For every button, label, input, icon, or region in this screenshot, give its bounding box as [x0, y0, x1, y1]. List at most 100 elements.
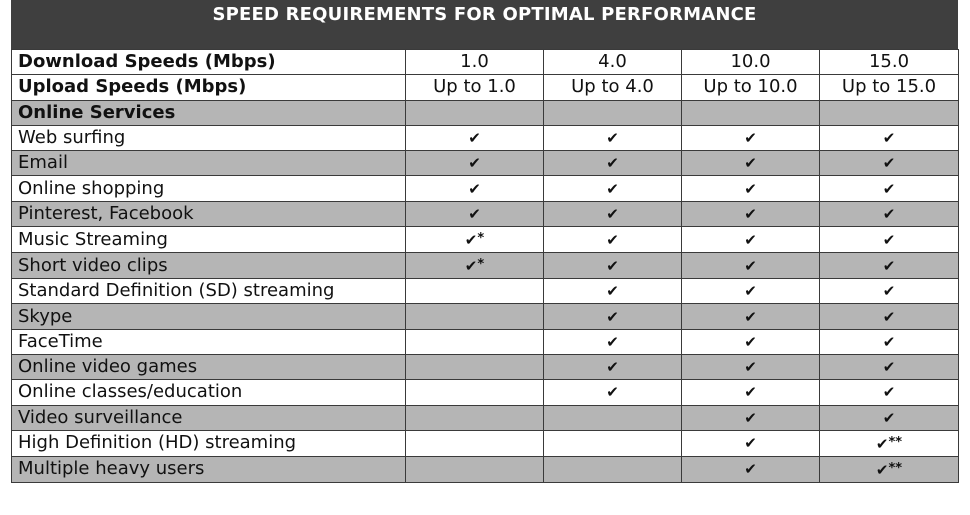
- table-row: Web surfing ✔ ✔ ✔ ✔: [11, 124, 959, 152]
- footnote-marker: *: [477, 257, 485, 273]
- checkmark-cell: ✔**: [819, 429, 959, 457]
- checkmark-cell: ✔: [819, 252, 959, 280]
- checkmark-icon: ✔: [744, 383, 757, 402]
- section-empty-cell: [543, 99, 682, 126]
- checkmark-cell: ✔*: [405, 252, 544, 280]
- speed-requirements-table-container: SPEED REQUIREMENTS FOR OPTIMAL PERFORMAN…: [11, 0, 959, 483]
- checkmark-cell: ✔: [405, 124, 544, 152]
- checkmark-cell: ✔: [543, 353, 682, 381]
- service-label: FaceTime: [11, 328, 406, 355]
- download-speed-value: 4.0: [543, 48, 682, 76]
- checkmark-cell: ✔: [543, 175, 682, 202]
- checkmark-cell: ✔: [543, 200, 682, 228]
- section-empty-cell: [819, 99, 959, 126]
- checkmark-icon: ✔: [606, 282, 619, 301]
- upload-speeds-label: Upload Speeds (Mbps): [11, 74, 406, 101]
- checkmark-icon: ✔: [744, 179, 757, 198]
- download-speeds-row: Download Speeds (Mbps) 1.0 4.0 10.0 15.0: [11, 48, 959, 76]
- checkmark-cell: ✔: [819, 328, 959, 355]
- checkmark-cell: ✔: [543, 150, 682, 177]
- table-title: SPEED REQUIREMENTS FOR OPTIMAL PERFORMAN…: [11, 0, 958, 49]
- checkmark-cell: ✔: [681, 353, 820, 381]
- checkmark-cell: ✔: [681, 278, 820, 305]
- checkmark-cell: ✔: [681, 252, 820, 280]
- checkmark-icon: ✔: [744, 282, 757, 301]
- empty-cell: [405, 303, 544, 330]
- checkmark-icon: ✔: [882, 307, 896, 326]
- service-label: Online shopping: [11, 175, 406, 202]
- checkmark-cell: ✔: [819, 150, 959, 177]
- checkmark-icon: ✔: [606, 307, 619, 326]
- checkmark-icon: ✔: [606, 204, 619, 223]
- checkmark-cell: ✔: [543, 328, 682, 355]
- service-label: Short video clips: [11, 252, 406, 280]
- checkmark-icon: ✔: [882, 179, 896, 198]
- checkmark-icon: ✔: [468, 179, 481, 198]
- checkmark-cell: ✔: [681, 175, 820, 202]
- checkmark-cell: ✔: [681, 455, 820, 483]
- checkmark-cell: ✔: [681, 150, 820, 177]
- section-empty-cell: [681, 99, 820, 126]
- checkmark-icon: ✔: [744, 307, 757, 326]
- service-label: High Definition (HD) streaming: [11, 429, 406, 457]
- checkmark-icon: ✔: [468, 129, 481, 148]
- speed-requirements-table: Download Speeds (Mbps) 1.0 4.0 10.0 15.0 Uplo…: [11, 48, 959, 483]
- section-label: Online Services: [11, 99, 406, 126]
- empty-cell: [543, 404, 682, 431]
- table-row: FaceTime ✔ ✔ ✔: [11, 328, 959, 355]
- empty-cell: [405, 429, 544, 457]
- checkmark-icon: ✔: [606, 383, 619, 402]
- checkmark-cell: ✔: [681, 303, 820, 330]
- footnote-marker: **: [888, 434, 903, 450]
- empty-cell: [405, 379, 544, 406]
- empty-cell: [405, 404, 544, 431]
- upload-speed-value: Up to 1.0: [405, 74, 544, 101]
- footnote-marker: *: [477, 231, 485, 247]
- footnote-marker: **: [888, 460, 903, 476]
- checkmark-cell: ✔: [681, 328, 820, 355]
- empty-cell: [543, 455, 682, 483]
- checkmark-icon: ✔: [744, 408, 757, 427]
- service-label: Email: [11, 150, 406, 177]
- checkmark-icon: ✔: [882, 154, 896, 173]
- service-label: Standard Definition (SD) streaming: [11, 278, 406, 305]
- checkmark-cell: ✔**: [819, 455, 959, 483]
- download-speed-value: 10.0: [681, 48, 820, 76]
- service-label: Online classes/education: [11, 379, 406, 406]
- checkmark-icon: ✔: [468, 204, 481, 223]
- checkmark-icon: ✔: [882, 204, 896, 223]
- table-row: Short video clips ✔* ✔ ✔ ✔: [11, 252, 959, 280]
- checkmark-icon: ✔: [606, 179, 619, 198]
- checkmark-icon: ✔: [606, 332, 619, 351]
- section-empty-cell: [405, 99, 544, 126]
- checkmark-icon: ✔: [882, 282, 896, 301]
- service-label: Music Streaming: [11, 226, 406, 254]
- checkmark-cell: ✔: [543, 124, 682, 152]
- checkmark-icon: ✔: [606, 358, 619, 377]
- checkmark-icon: ✔: [744, 434, 757, 453]
- checkmark-cell: ✔: [681, 124, 820, 152]
- checkmark-icon: ✔: [606, 256, 619, 275]
- checkmark-cell: ✔: [819, 124, 959, 152]
- checkmark-cell: ✔: [819, 404, 959, 431]
- checkmark-icon: ✔: [882, 129, 896, 148]
- download-speed-value: 1.0: [405, 48, 544, 76]
- checkmark-icon: ✔: [875, 434, 889, 453]
- service-label: Multiple heavy users: [11, 455, 406, 483]
- checkmark-icon: ✔: [882, 383, 896, 402]
- table-row: Multiple heavy users ✔ ✔**: [11, 455, 959, 483]
- checkmark-icon: ✔: [882, 332, 896, 351]
- table-row: Standard Definition (SD) streaming ✔ ✔ ✔: [11, 278, 959, 305]
- table-row: Online shopping ✔ ✔ ✔ ✔: [11, 175, 959, 202]
- checkmark-cell: ✔: [543, 226, 682, 254]
- download-speed-value: 15.0: [819, 48, 959, 76]
- download-speeds-label: Download Speeds (Mbps): [11, 48, 406, 76]
- service-label: Pinterest, Facebook: [11, 200, 406, 228]
- table-row: Pinterest, Facebook ✔ ✔ ✔ ✔: [11, 200, 959, 228]
- section-header-row: Online Services: [11, 99, 959, 126]
- service-label: Web surfing: [11, 124, 406, 152]
- checkmark-cell: ✔: [405, 200, 544, 228]
- empty-cell: [405, 328, 544, 355]
- table-row: Online classes/education ✔ ✔ ✔: [11, 379, 959, 406]
- checkmark-icon: ✔: [606, 129, 619, 148]
